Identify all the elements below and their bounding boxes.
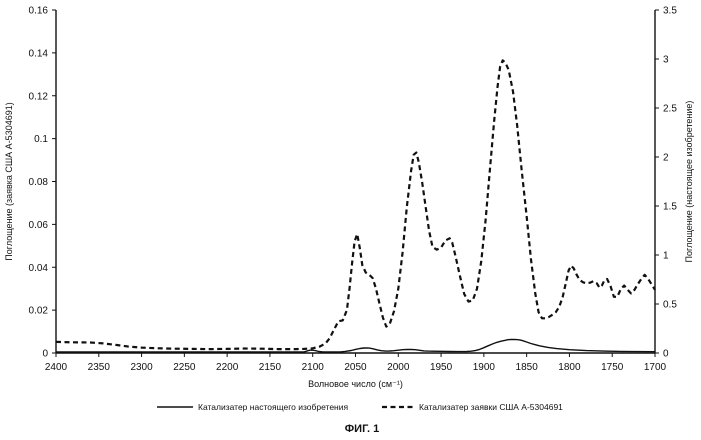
y-left-tick-label: 0.04: [29, 263, 49, 274]
y-right-tick-label: 3.5: [663, 6, 677, 17]
legend: Катализатер настоящего изобретения Катал…: [157, 402, 563, 412]
y-right-tick-label: 1: [663, 251, 669, 262]
legend-label-us-application: Катализатер заявки США А-5304691: [419, 402, 563, 412]
series-layer: [56, 60, 655, 352]
legend-label-present-invention: Катализатер настоящего изобретения: [198, 402, 348, 412]
y-left-tick-label: 0.12: [29, 91, 49, 102]
x-tick-label: 2100: [302, 362, 325, 373]
y-left-tick-label: 0.06: [29, 220, 49, 231]
y-left-tick-label: 0: [42, 349, 48, 360]
x-tick-label: 2400: [45, 362, 68, 373]
axis-titles: Волновое число (см⁻¹) Поглощение (заявка…: [4, 101, 694, 389]
x-axis-title: Волновое число (см⁻¹): [308, 379, 403, 389]
y-right-tick-label: 3: [663, 55, 669, 66]
x-tick-label: 2350: [88, 362, 111, 373]
x-tick-label: 1750: [601, 362, 624, 373]
series-line-present-invention: [56, 339, 655, 352]
x-tick-label: 2250: [173, 362, 196, 373]
x-tick-label: 1900: [473, 362, 496, 373]
y-axis-left-title: Поглощение (заявка США А-5304691): [4, 102, 14, 260]
x-tick-label: 1950: [430, 362, 453, 373]
y-left-tick-label: 0.02: [29, 306, 49, 317]
axes: 2400235023002250220021502100205020001950…: [29, 6, 678, 374]
x-tick-label: 1700: [644, 362, 667, 373]
x-tick-label: 1800: [558, 362, 581, 373]
y-left-tick-label: 0.14: [29, 48, 49, 59]
x-tick-label: 1850: [516, 362, 539, 373]
x-tick-label: 2300: [130, 362, 153, 373]
series-line-us-application: [56, 60, 655, 349]
y-right-tick-label: 0: [663, 349, 669, 360]
y-right-tick-label: 2.5: [663, 104, 677, 115]
y-left-tick-label: 0.16: [29, 6, 49, 17]
figure-caption: ФИГ. 1: [345, 423, 379, 435]
y-left-tick-label: 0.08: [29, 177, 49, 188]
y-left-tick-label: 0.1: [34, 134, 48, 145]
y-axis-right-title: Поглощение (настоящее изобретение): [684, 101, 694, 263]
x-tick-label: 2050: [344, 362, 367, 373]
x-tick-label: 2150: [259, 362, 282, 373]
y-right-tick-label: 1.5: [663, 202, 677, 213]
x-tick-label: 2000: [387, 362, 410, 373]
y-right-tick-label: 0.5: [663, 300, 677, 311]
x-tick-label: 2200: [216, 362, 239, 373]
y-right-tick-label: 2: [663, 153, 669, 164]
